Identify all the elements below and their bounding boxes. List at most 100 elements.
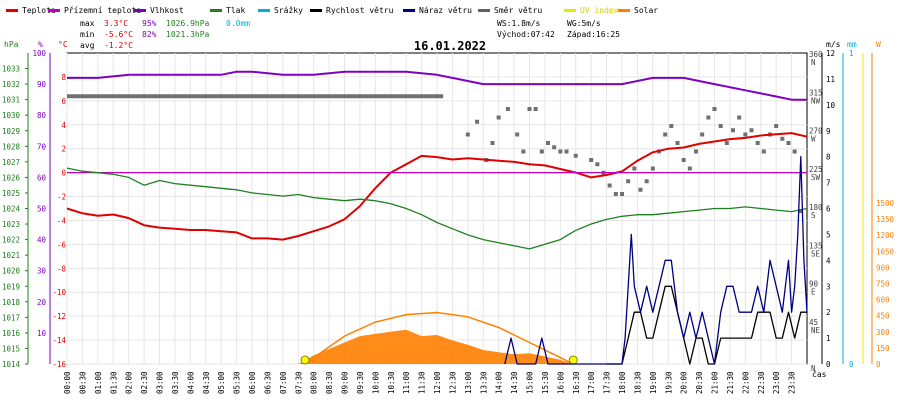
series-dir-point — [490, 141, 495, 145]
series-dir-point — [694, 149, 698, 154]
axis-label-degc: -4 — [57, 216, 67, 225]
axis-label-degc: -12 — [52, 312, 66, 321]
x-tick-label: 15:00 — [526, 371, 535, 394]
legend-swatch — [403, 9, 415, 12]
x-tick-label: 20:30 — [695, 371, 704, 394]
series-dir-point — [786, 141, 791, 145]
axis-label-hpa: 1014 — [2, 360, 21, 369]
x-tick-label: 00:30 — [78, 371, 87, 394]
legend-swatch — [210, 9, 222, 12]
legend-swatch — [310, 9, 322, 12]
x-tick-label: 14:30 — [510, 371, 519, 394]
axis-unit-pct: % — [38, 40, 43, 49]
axis-label-w: 900 — [876, 263, 890, 272]
axis-label-degc: 4 — [61, 121, 66, 130]
series-dir-point — [589, 158, 594, 162]
series-dir-point — [632, 166, 637, 171]
axis-label-pct: 70 — [37, 142, 47, 151]
axis-label-dir-deg: 90 — [809, 280, 819, 289]
axis-label-hpa: 1033 — [2, 65, 20, 74]
legend-label: Solar — [634, 6, 658, 15]
axis-label-pct: 80 — [37, 111, 47, 120]
series-n-raz-v-tru — [504, 156, 808, 365]
series-dir-point — [607, 183, 612, 188]
stat-min-label: min — [80, 30, 95, 39]
x-tick-label: 17:00 — [587, 371, 596, 394]
x-tick-label: 10:00 — [371, 371, 380, 394]
series-teplota — [66, 132, 808, 241]
series-dir-point — [792, 149, 797, 154]
stat-avg-temp: -1.2°C — [104, 41, 133, 50]
axis-label-degc: -6 — [57, 240, 67, 249]
stat-ws: WS:1.8m/s — [497, 19, 541, 28]
x-tick-label: 18:30 — [633, 371, 642, 394]
sun-marker — [568, 355, 578, 365]
legend-swatch — [6, 9, 18, 12]
axis-label-pct: 30 — [37, 267, 47, 276]
series-dir-point — [595, 162, 600, 167]
stat-max-hum: 95% — [142, 19, 157, 28]
series-dir-point — [731, 128, 735, 133]
series-solar-area — [298, 329, 573, 364]
series-dir-point — [681, 158, 686, 162]
axis-unit-hpa: hPa — [4, 40, 19, 49]
axis-label-degc: -8 — [57, 264, 67, 273]
axis-unit-time: čas — [812, 369, 827, 379]
series-dir-point — [749, 128, 754, 133]
series-dir-point — [675, 141, 680, 145]
stat-avg-label: avg — [80, 41, 95, 50]
axis-label-hpa: 1028 — [2, 142, 21, 151]
axis-label-dir-deg: 180 — [809, 203, 823, 212]
x-tick-label: 11:30 — [418, 371, 427, 394]
series-dir-point — [774, 124, 779, 128]
x-tick-label: 08:00 — [310, 371, 319, 394]
series-dir-point — [755, 141, 760, 145]
x-tick-label: 03:00 — [156, 371, 165, 394]
legend-label: UV index — [580, 6, 619, 15]
x-tick-label: 00:00 — [63, 371, 72, 394]
legend-label: Přízemní teplota — [64, 6, 141, 15]
axis-label-dir: SW — [811, 173, 821, 182]
legend-label: Rychlost větru — [326, 6, 394, 15]
x-tick-label: 09:30 — [356, 371, 365, 394]
axis-label-hpa: 1024 — [2, 205, 21, 214]
axis-label-mm: 0 — [849, 360, 854, 369]
stat-min-temp: -5.6°C — [104, 30, 133, 39]
x-tick-label: 19:00 — [649, 371, 658, 394]
x-tick-label: 09:00 — [341, 371, 350, 394]
axis-label-pct: 90 — [37, 80, 47, 89]
x-tick-label: 02:30 — [140, 371, 149, 394]
axis-label-hpa: 1032 — [2, 80, 20, 89]
axis-label-hpa: 1019 — [2, 282, 20, 291]
series-dir-point — [706, 115, 711, 120]
x-tick-label: 14:00 — [495, 371, 504, 394]
stat-sunrise: Východ:07:42 — [497, 30, 555, 39]
x-tick-label: 15:30 — [541, 371, 550, 394]
axis-label-ms: 3 — [826, 282, 831, 291]
axis-label-dir-deg: 270 — [809, 127, 823, 136]
series-dir-point — [737, 115, 742, 120]
axis-label-w: 150 — [876, 344, 890, 353]
series-dir-point — [546, 141, 550, 145]
axis-label-hpa: 1022 — [2, 236, 20, 245]
x-tick-label: 22:30 — [757, 371, 766, 394]
series-dir-point — [669, 124, 674, 128]
x-tick-label: 06:30 — [263, 371, 272, 394]
series-dir-point — [564, 149, 569, 154]
x-tick-label: 18:00 — [618, 371, 627, 394]
x-tick-label: 10:30 — [387, 371, 396, 394]
series-dir-point — [573, 153, 578, 158]
axis-label-dir: NE — [811, 326, 821, 335]
axis-label-hpa: 1021 — [2, 251, 20, 260]
axis-label-hpa: 1016 — [2, 329, 21, 338]
x-tick-label: 08:30 — [325, 371, 334, 394]
x-tick-label: 21:30 — [726, 371, 735, 394]
x-tick-label: 05:00 — [217, 371, 226, 394]
legend-swatch — [134, 9, 146, 12]
series-dir-point — [527, 107, 532, 111]
axis-label-ms: 12 — [826, 49, 835, 58]
axis-label-degc: -2 — [57, 193, 66, 202]
axis-label-w: 450 — [876, 312, 890, 321]
x-tick-label: 04:00 — [186, 371, 195, 394]
